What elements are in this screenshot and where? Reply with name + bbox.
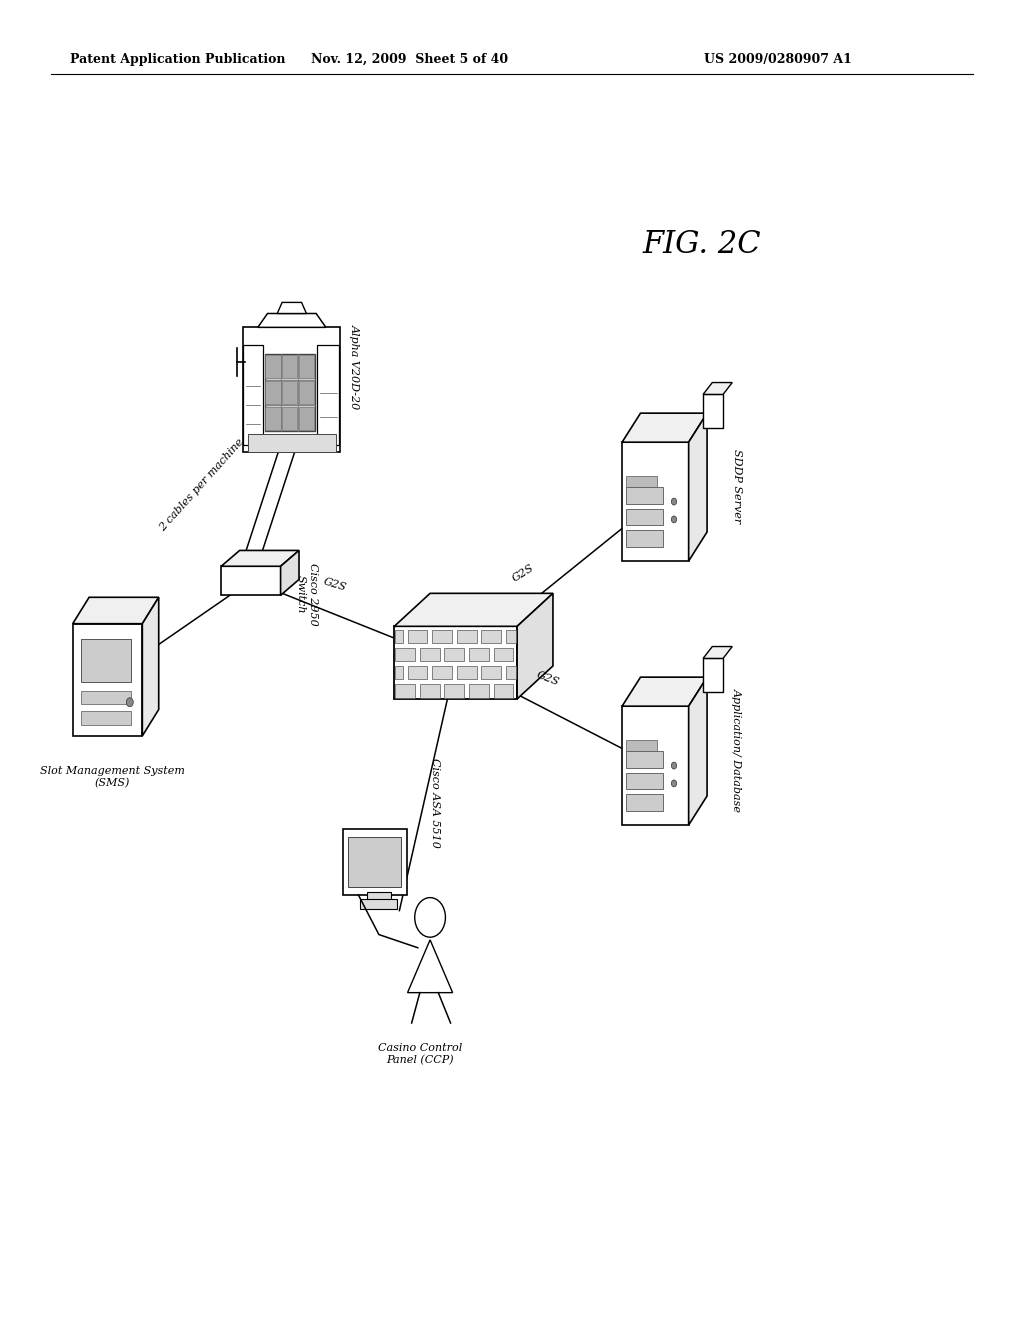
Text: FIG. 2C: FIG. 2C <box>642 228 761 260</box>
Bar <box>494 684 513 697</box>
Circle shape <box>672 762 677 770</box>
Polygon shape <box>73 597 159 624</box>
Text: Nov. 12, 2009  Sheet 5 of 40: Nov. 12, 2009 Sheet 5 of 40 <box>311 53 508 66</box>
Bar <box>506 667 516 680</box>
Text: G2S: G2S <box>536 669 561 688</box>
Bar <box>626 795 663 810</box>
Bar <box>408 667 427 680</box>
Circle shape <box>672 780 677 787</box>
Bar <box>457 667 476 680</box>
Polygon shape <box>73 624 142 737</box>
Bar <box>299 407 314 430</box>
Bar <box>360 899 397 909</box>
Bar <box>343 829 407 895</box>
Bar <box>81 639 131 682</box>
Bar <box>265 355 281 379</box>
Bar <box>283 355 298 379</box>
Bar <box>626 531 663 546</box>
Bar <box>444 684 464 697</box>
Polygon shape <box>281 550 299 595</box>
Bar <box>265 407 281 430</box>
Circle shape <box>672 498 677 506</box>
Bar <box>626 772 663 789</box>
Text: SDDP Server: SDDP Server <box>732 449 742 523</box>
Bar <box>469 684 488 697</box>
Polygon shape <box>394 594 553 627</box>
Text: 2 cables per machine: 2 cables per machine <box>158 437 246 533</box>
Bar <box>395 648 415 661</box>
Text: Patent Application Publication: Patent Application Publication <box>70 53 285 66</box>
Bar <box>457 630 476 643</box>
Bar <box>432 667 452 680</box>
Bar <box>299 381 314 404</box>
Bar <box>494 648 513 661</box>
Bar <box>81 711 131 725</box>
Bar <box>395 684 415 697</box>
Text: Cisco 2950
Switch: Cisco 2950 Switch <box>296 562 318 626</box>
Polygon shape <box>408 940 453 993</box>
Bar <box>626 508 663 525</box>
Bar <box>626 475 657 487</box>
Bar <box>81 692 131 705</box>
Polygon shape <box>142 597 159 737</box>
Text: Cisco ASA 5510: Cisco ASA 5510 <box>430 758 440 847</box>
Polygon shape <box>689 677 708 825</box>
Bar <box>506 630 516 643</box>
Text: G2S: G2S <box>511 564 537 585</box>
Polygon shape <box>623 677 708 706</box>
Bar <box>420 684 439 697</box>
Polygon shape <box>221 566 281 595</box>
Bar <box>264 354 315 432</box>
Bar <box>626 751 663 768</box>
Bar <box>408 630 427 643</box>
Bar <box>367 892 391 903</box>
Bar <box>444 648 464 661</box>
Polygon shape <box>258 314 326 327</box>
Polygon shape <box>623 442 689 561</box>
Bar <box>317 346 339 445</box>
Bar <box>265 381 281 404</box>
Polygon shape <box>517 594 553 700</box>
Polygon shape <box>703 659 723 692</box>
Circle shape <box>672 516 677 523</box>
Text: G2S: G2S <box>323 576 348 593</box>
Bar <box>626 487 663 504</box>
Bar <box>395 667 402 680</box>
Polygon shape <box>689 413 708 561</box>
Bar <box>469 648 488 661</box>
Bar <box>481 667 501 680</box>
Text: US 2009/0280907 A1: US 2009/0280907 A1 <box>705 53 852 66</box>
Bar <box>420 648 439 661</box>
Text: Application/ Database: Application/ Database <box>732 688 742 812</box>
Bar <box>248 434 336 451</box>
Text: Alpha V20D-20: Alpha V20D-20 <box>350 325 360 409</box>
Text: Slot Management System
(SMS): Slot Management System (SMS) <box>40 766 185 788</box>
Bar <box>283 381 298 404</box>
Bar <box>481 630 501 643</box>
Bar <box>432 630 452 643</box>
Bar <box>626 739 657 751</box>
Polygon shape <box>623 413 708 442</box>
Polygon shape <box>244 327 340 451</box>
Polygon shape <box>221 550 299 566</box>
Polygon shape <box>703 647 732 659</box>
Circle shape <box>415 898 445 937</box>
Bar <box>299 355 314 379</box>
Circle shape <box>126 698 133 706</box>
Polygon shape <box>703 395 723 428</box>
Polygon shape <box>623 706 689 825</box>
Bar <box>244 346 262 445</box>
Polygon shape <box>278 302 306 314</box>
Polygon shape <box>394 627 517 700</box>
Text: Casino Control
Panel (CCP): Casino Control Panel (CCP) <box>378 1043 462 1065</box>
Bar <box>348 837 401 887</box>
Bar <box>395 630 402 643</box>
Bar <box>283 407 298 430</box>
Polygon shape <box>703 383 732 395</box>
